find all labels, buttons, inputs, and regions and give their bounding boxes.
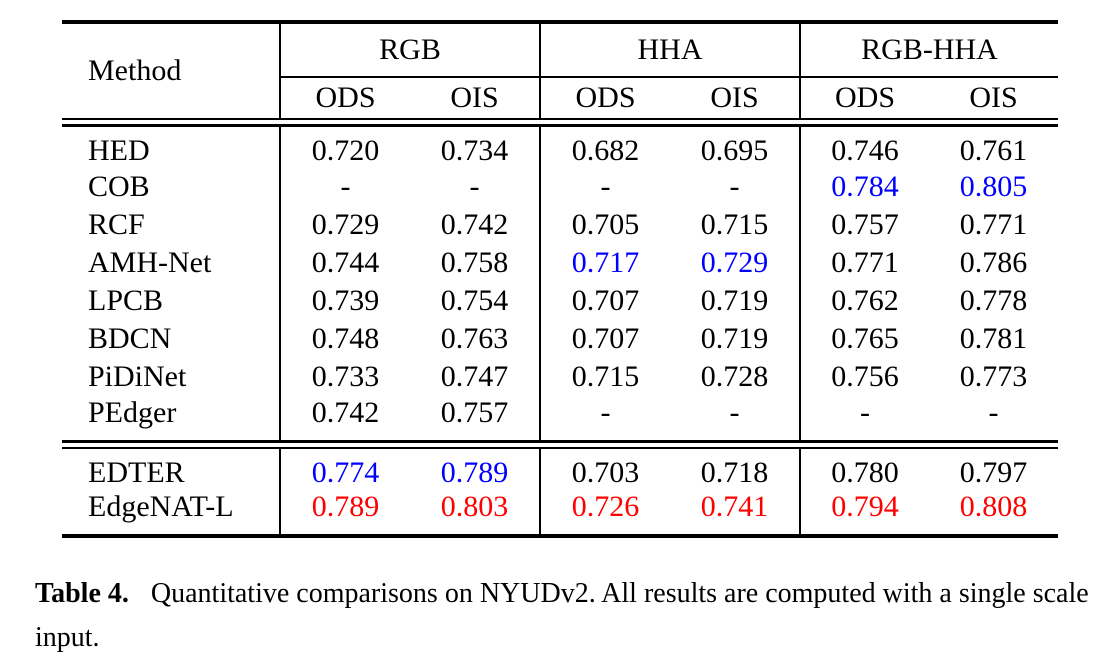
- value-cell: 0.695: [700, 134, 769, 167]
- value-cell: 0.761: [959, 134, 1028, 167]
- value-cell: 0.747: [440, 360, 509, 393]
- table-caption: Table 4. Quantitative comparisons on NYUD…: [35, 572, 1093, 659]
- value-cell: 0.705: [539, 206, 670, 244]
- value-cell: 0.774: [279, 449, 410, 490]
- value-cell: 0.808: [959, 490, 1028, 523]
- column-header-method: Method: [88, 54, 182, 87]
- table-row: PEdger 0.742 0.757 - - - -: [62, 396, 1058, 440]
- table-row: PiDiNet 0.733 0.747 0.715 0.728 0.756 0.…: [62, 358, 1058, 396]
- table-row: AMH-Net 0.744 0.758 0.717 0.729 0.771 0.…: [62, 244, 1058, 282]
- value-cell: 0.742: [440, 208, 509, 241]
- caption-label: Table 4.: [35, 578, 129, 609]
- value-cell: 0.682: [539, 127, 670, 168]
- results-table: Method RGB HHA RGB-HHA ODS OIS ODS OIS O…: [62, 20, 1059, 538]
- table-row: RCF 0.729 0.742 0.705 0.715 0.757 0.771: [62, 206, 1058, 244]
- value-cell: 0.719: [700, 322, 769, 355]
- sub-header-ods: ODS: [279, 77, 410, 118]
- method-name: LPCB: [88, 284, 164, 317]
- value-cell: 0.758: [440, 246, 509, 279]
- group-header-rgb-hha: RGB-HHA: [798, 22, 1059, 78]
- value-cell: 0.754: [440, 284, 509, 317]
- value-cell: 0.771: [799, 244, 929, 282]
- value-cell: 0.717: [539, 244, 670, 282]
- value-cell: -: [729, 396, 740, 429]
- value-cell: 0.726: [539, 490, 670, 536]
- value-cell: -: [469, 170, 480, 203]
- table-row: HED 0.720 0.734 0.682 0.695 0.746 0.761: [62, 127, 1058, 168]
- method-name: PEdger: [88, 396, 177, 429]
- table-row: LPCB 0.739 0.754 0.707 0.719 0.762 0.778: [62, 282, 1058, 320]
- value-cell: 0.729: [279, 206, 410, 244]
- value-cell: 0.715: [700, 208, 769, 241]
- method-name: EdgeNAT-L: [88, 490, 234, 523]
- table-row: COB - - - - 0.784 0.805: [62, 168, 1058, 206]
- value-cell: 0.718: [700, 456, 769, 489]
- table-row: EDTER 0.774 0.789 0.703 0.718 0.780 0.79…: [62, 449, 1058, 490]
- value-cell: -: [729, 170, 740, 203]
- value-cell: 0.797: [959, 456, 1028, 489]
- table-row: BDCN 0.748 0.763 0.707 0.719 0.765 0.781: [62, 320, 1058, 358]
- value-cell: 0.733: [279, 358, 410, 396]
- value-cell: 0.757: [799, 206, 929, 244]
- value-cell: 0.805: [959, 170, 1028, 203]
- value-cell: 0.762: [799, 282, 929, 320]
- value-cell: 0.778: [959, 284, 1028, 317]
- value-cell: 0.748: [279, 320, 410, 358]
- value-cell: -: [539, 168, 670, 206]
- value-cell: 0.720: [279, 127, 410, 168]
- sub-header-ods: ODS: [799, 77, 929, 118]
- group-header-hha: HHA: [539, 22, 800, 78]
- value-cell: 0.729: [700, 246, 769, 279]
- value-cell: -: [279, 168, 410, 206]
- value-cell: 0.780: [799, 449, 929, 490]
- value-cell: 0.781: [959, 322, 1028, 355]
- value-cell: 0.756: [799, 358, 929, 396]
- method-name: PiDiNet: [88, 360, 187, 393]
- value-cell: 0.771: [959, 208, 1028, 241]
- sub-header-ois: OIS: [969, 81, 1018, 114]
- value-cell: -: [988, 396, 999, 429]
- value-cell: 0.757: [440, 396, 509, 429]
- value-cell: 0.734: [440, 134, 509, 167]
- table-row: EdgeNAT-L 0.789 0.803 0.726 0.741 0.794 …: [62, 490, 1058, 536]
- method-name: HED: [88, 134, 150, 167]
- value-cell: 0.803: [440, 490, 509, 523]
- caption-text: Quantitative comparisons on NYUDv2. All …: [35, 578, 1089, 653]
- value-cell: 0.786: [959, 246, 1028, 279]
- value-cell: 0.794: [799, 490, 929, 536]
- value-cell: 0.789: [279, 490, 410, 536]
- method-name: RCF: [88, 208, 145, 241]
- value-cell: 0.741: [700, 490, 769, 523]
- value-cell: 0.715: [539, 358, 670, 396]
- header-double-rule: [62, 118, 1059, 127]
- method-name: COB: [88, 170, 150, 203]
- method-name: EDTER: [88, 456, 185, 489]
- sub-header-ois: OIS: [710, 81, 759, 114]
- value-cell: 0.744: [279, 244, 410, 282]
- value-cell: 0.784: [799, 168, 929, 206]
- value-cell: -: [539, 396, 670, 440]
- value-cell: 0.739: [279, 282, 410, 320]
- value-cell: -: [799, 396, 929, 440]
- value-cell: 0.746: [799, 127, 929, 168]
- value-cell: 0.703: [539, 449, 670, 490]
- sub-header-ods: ODS: [539, 77, 670, 118]
- sub-header-ois: OIS: [450, 81, 499, 114]
- value-cell: 0.765: [799, 320, 929, 358]
- value-cell: 0.763: [440, 322, 509, 355]
- method-name: AMH-Net: [88, 246, 212, 279]
- value-cell: 0.773: [959, 360, 1028, 393]
- value-cell: 0.707: [539, 282, 670, 320]
- value-cell: 0.728: [700, 360, 769, 393]
- value-cell: 0.719: [700, 284, 769, 317]
- value-cell: 0.742: [279, 396, 410, 440]
- group-header-rgb: RGB: [279, 22, 540, 78]
- section-double-rule: [62, 440, 1059, 449]
- method-name: BDCN: [88, 322, 172, 355]
- value-cell: 0.707: [539, 320, 670, 358]
- value-cell: 0.789: [440, 456, 509, 489]
